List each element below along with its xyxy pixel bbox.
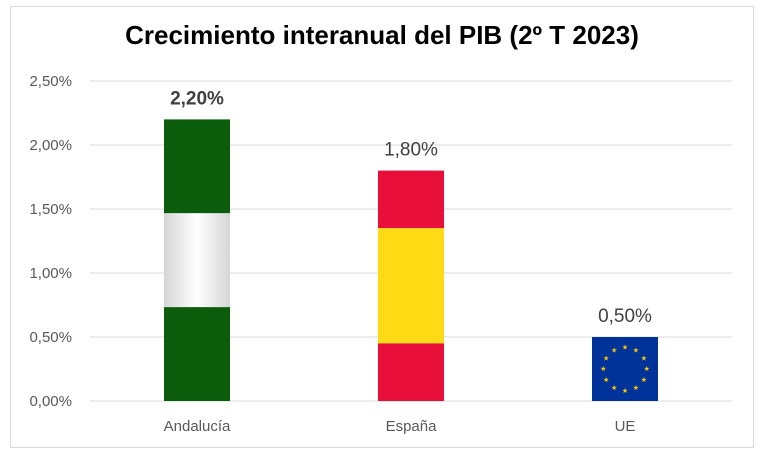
star-icon: ★ xyxy=(633,384,639,392)
star-icon: ★ xyxy=(603,354,609,362)
data-label: 1,80% xyxy=(384,140,438,161)
y-tick-label: 1,50% xyxy=(29,201,72,218)
bars: ★ ★★★★★★★★★★★ xyxy=(164,119,658,401)
star-icon: ★ xyxy=(641,354,647,362)
y-tick-label: 1,00% xyxy=(29,265,72,282)
bar-segment xyxy=(164,119,230,214)
star-icon: ★ xyxy=(644,365,650,373)
data-label: 2,20% xyxy=(170,88,224,109)
star-icon: ★ xyxy=(600,365,606,373)
y-tick-label: 2,50% xyxy=(29,73,72,90)
bar-segment xyxy=(378,170,444,229)
star-icon: ★ xyxy=(611,346,617,354)
y-tick-label: 0,50% xyxy=(29,329,72,346)
y-tick-label: 2,00% xyxy=(29,137,72,154)
bar-segment xyxy=(592,337,658,401)
star-icon: ★ xyxy=(622,387,628,395)
star-icon: ★ xyxy=(622,343,628,351)
bar-segment xyxy=(164,213,230,308)
y-tick-label: 0,00% xyxy=(29,393,72,410)
bar-segment xyxy=(378,228,444,344)
bar-flag-andalucia xyxy=(164,119,230,401)
y-axis-ticks: 0,00% 0,50% 1,00% 1,50% 2,00% 2,50% xyxy=(29,73,72,410)
x-axis-categories: Andalucía España UE xyxy=(164,418,636,435)
star-icon: ★ xyxy=(611,384,617,392)
bar-flag-espana xyxy=(378,170,444,401)
star-icon: ★ xyxy=(603,376,609,384)
bar-flag-ue: ★ ★★★★★★★★★★★ xyxy=(592,337,658,401)
data-labels: 2,20% 1,80% 0,50% xyxy=(170,88,652,327)
star-icon: ★ xyxy=(633,346,639,354)
x-category-label: Andalucía xyxy=(164,418,231,435)
star-icon: ★ xyxy=(641,376,647,384)
data-label: 0,50% xyxy=(598,306,652,327)
eu-stars-icon: ★ ★★★★★★★★★★★ xyxy=(600,343,650,395)
chart-title: Crecimiento interanual del PIB (2º T 202… xyxy=(125,20,639,50)
x-category-label: UE xyxy=(615,418,636,435)
x-category-label: España xyxy=(386,418,438,435)
bar-segment xyxy=(378,343,444,401)
bar-segment xyxy=(164,307,230,401)
